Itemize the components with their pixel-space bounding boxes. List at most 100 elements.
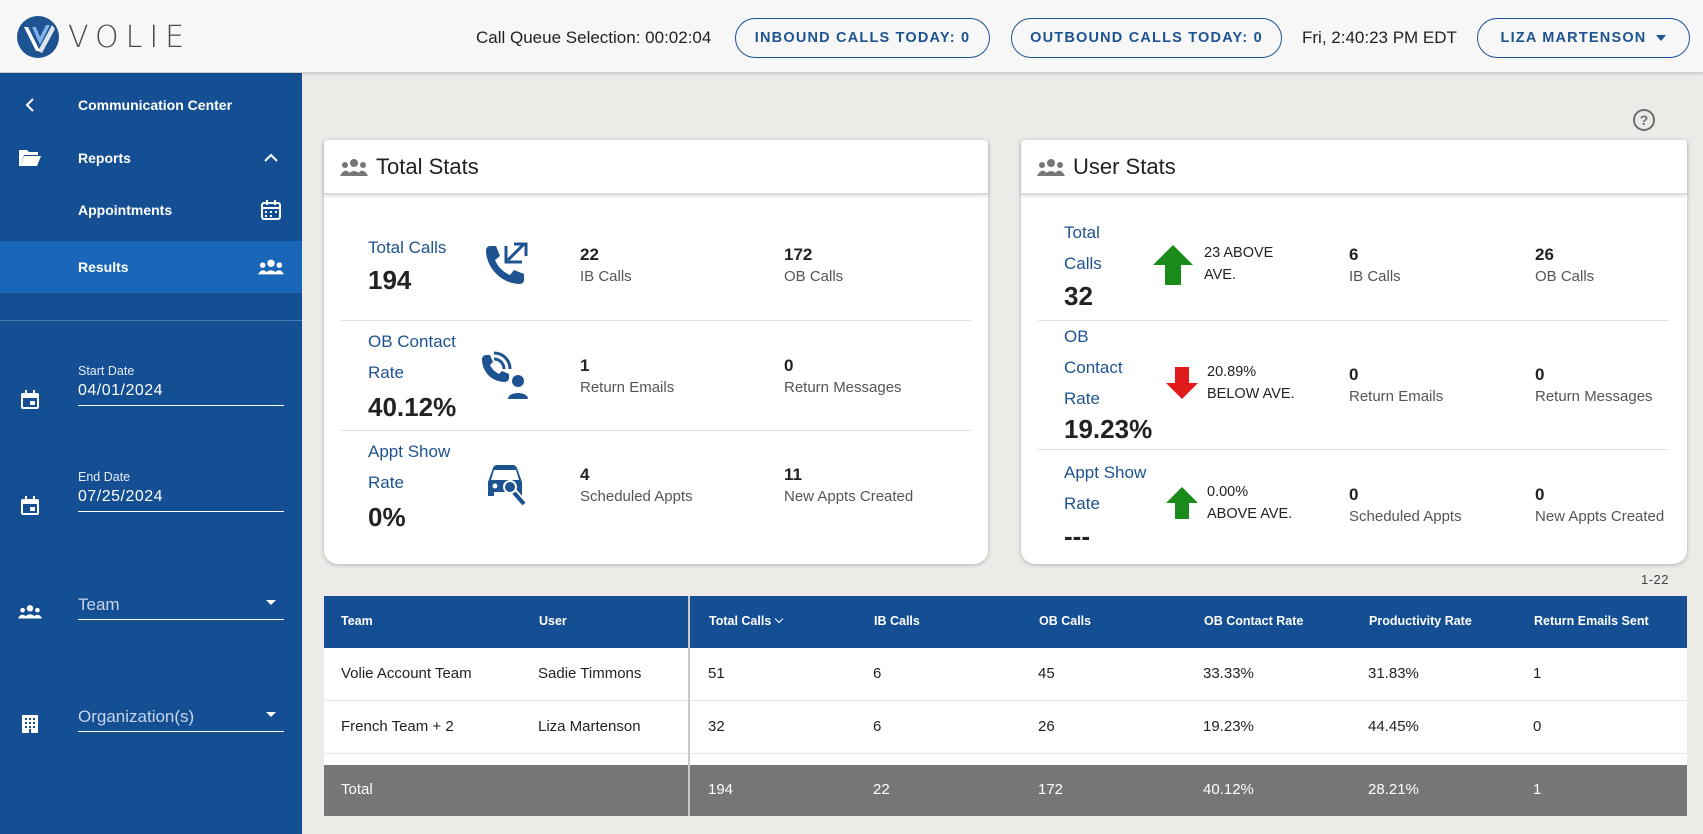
trend-value: 0.00% xyxy=(1207,484,1249,500)
outbound-calls-button[interactable]: OUTBOUND CALLS TODAY: 0 xyxy=(1011,18,1282,58)
total-ob-contact-rate: 40.12% xyxy=(1203,781,1254,798)
cell-productivity-rate: 44.45% xyxy=(1368,718,1419,735)
cell-ob-calls: 26 xyxy=(1038,718,1055,735)
start-date-value[interactable]: 04/01/2024 xyxy=(78,382,164,399)
sidebar-item-results[interactable]: Results xyxy=(0,241,302,293)
return-messages-label: Return Messages xyxy=(1535,388,1653,405)
ib-calls-count: 6 xyxy=(1349,245,1359,264)
team-select[interactable]: Team xyxy=(78,595,284,620)
help-icon[interactable]: ? xyxy=(1633,109,1655,131)
stat-label: OB xyxy=(1064,327,1089,346)
current-time: Fri, 2:40:23 PM EDT xyxy=(1302,28,1457,47)
total-stats-card: Total Stats Total Calls 194 22 IB Calls … xyxy=(324,140,988,564)
cell-ob-contact-rate: 19.23% xyxy=(1203,718,1254,735)
ob-calls-label: OB Calls xyxy=(784,268,844,285)
table-total-row: Total 194 22 172 40.12% 28.21% 1 xyxy=(324,765,1687,816)
folder-open-icon xyxy=(18,146,42,170)
return-emails-label: Return Emails xyxy=(1349,388,1444,405)
sidebar-item-appointments[interactable]: Appointments xyxy=(0,193,302,227)
card-header: Total Stats xyxy=(324,140,988,194)
cell-return-emails-sent: 1 xyxy=(1533,665,1542,682)
column-header-user[interactable]: User xyxy=(539,614,567,628)
cell-ib-calls: 6 xyxy=(873,718,882,735)
column-header-productivity-rate[interactable]: Productivity Rate xyxy=(1369,614,1472,628)
stat-value: --- xyxy=(1064,521,1090,551)
return-messages-label: Return Messages xyxy=(784,379,902,396)
new-appts-count: 11 xyxy=(784,465,802,484)
sidebar-item-reports[interactable]: Reports xyxy=(0,141,302,175)
scheduled-appts-count: 4 xyxy=(580,465,590,484)
end-date-field[interactable]: End Date 07/25/2024 xyxy=(78,470,284,512)
arrow-up-icon xyxy=(1153,245,1193,285)
trend-value: 23 ABOVE xyxy=(1204,245,1274,261)
end-date-value[interactable]: 07/25/2024 xyxy=(78,488,164,505)
trend-text: ABOVE AVE. xyxy=(1207,506,1293,522)
calendar-icon[interactable] xyxy=(18,494,42,518)
stat-value: 0% xyxy=(368,502,406,532)
column-header-ib-calls[interactable]: IB Calls xyxy=(874,614,920,628)
scheduled-appts-count: 0 xyxy=(1349,485,1359,504)
arrow-up-icon xyxy=(1166,487,1198,519)
card-title: User Stats xyxy=(1073,153,1176,179)
new-appts-label: New Appts Created xyxy=(784,488,914,505)
table-row[interactable]: French Team + 2 Liza Martenson 32 6 26 1… xyxy=(324,701,1687,754)
dropdown-arrow-icon xyxy=(266,712,276,717)
column-header-team[interactable]: Team xyxy=(341,614,373,628)
cell-total-calls: 32 xyxy=(708,718,725,735)
group-icon xyxy=(1037,158,1065,176)
stat-label: Rate xyxy=(368,473,404,492)
column-header-ob-calls[interactable]: OB Calls xyxy=(1039,614,1092,628)
pagination-range: 1-22 xyxy=(1641,572,1670,587)
call-queue-timer: Call Queue Selection: 00:02:04 xyxy=(476,28,712,47)
sidebar-item-label: Communication Center xyxy=(78,97,233,113)
cell-ob-calls: 45 xyxy=(1038,665,1055,682)
column-header-ob-contact-rate[interactable]: OB Contact Rate xyxy=(1204,614,1304,628)
trend-text: BELOW AVE. xyxy=(1207,386,1295,402)
volie-logo-mark-icon xyxy=(17,16,59,58)
end-date-label: End Date xyxy=(78,470,131,484)
table-header: Team User Total Calls IB Calls OB Calls … xyxy=(324,596,1687,648)
end-date-calendar-icon-wrap xyxy=(0,491,302,521)
cell-ob-contact-rate: 33.33% xyxy=(1203,665,1254,682)
scheduled-appts-label: Scheduled Appts xyxy=(580,488,693,505)
sidebar-item-label: Results xyxy=(78,259,129,275)
return-emails-count: 0 xyxy=(1349,365,1359,384)
new-appts-count: 0 xyxy=(1535,485,1545,504)
sidebar-item-communication-center[interactable]: Communication Center xyxy=(0,89,302,121)
calendar-icon[interactable] xyxy=(18,388,42,412)
cell-return-emails-sent: 0 xyxy=(1533,718,1542,735)
stat-label: Rate xyxy=(1064,389,1100,408)
start-date-calendar-icon-wrap xyxy=(0,385,302,415)
total-productivity-rate: 28.21% xyxy=(1368,781,1419,798)
user-menu-button[interactable]: LIZA MARTENSON xyxy=(1477,18,1690,58)
stat-value: 194 xyxy=(368,265,412,295)
car-service-icon xyxy=(488,465,527,507)
stat-value: 32 xyxy=(1064,281,1093,311)
user-stats-card: User Stats Total Calls 32 23 ABOVE AVE. … xyxy=(1021,140,1687,564)
chevron-down-icon xyxy=(1656,35,1667,41)
stat-value: 19.23% xyxy=(1064,414,1153,444)
stat-label: Total Calls xyxy=(368,238,447,257)
stat-label: Rate xyxy=(1064,494,1100,513)
column-header-total-calls[interactable]: Total Calls xyxy=(709,614,784,628)
column-header-label: Total Calls xyxy=(709,614,772,628)
phone-transfer-icon xyxy=(486,242,528,284)
arrow-down-icon xyxy=(1166,367,1198,399)
total-label: Total xyxy=(341,781,373,798)
cell-user: Sadie Timmons xyxy=(538,665,642,682)
organization-select[interactable]: Organization(s) xyxy=(78,707,284,732)
start-date-label: Start Date xyxy=(78,364,135,378)
inbound-calls-button[interactable]: INBOUND CALLS TODAY: 0 xyxy=(735,18,990,58)
brand-name: VOLIE xyxy=(68,19,192,55)
start-date-field[interactable]: Start Date 04/01/2024 xyxy=(78,364,284,406)
chevron-up-icon xyxy=(258,145,284,171)
volie-logo[interactable]: VOLIE xyxy=(16,15,191,59)
ib-calls-count: 22 xyxy=(580,245,599,264)
new-appts-label: New Appts Created xyxy=(1535,508,1665,525)
column-header-return-emails-sent[interactable]: Return Emails Sent xyxy=(1534,614,1649,628)
return-messages-count: 0 xyxy=(784,356,794,375)
total-ib-calls: 22 xyxy=(873,781,890,798)
cell-ib-calls: 6 xyxy=(873,665,882,682)
table-row[interactable]: Volie Account Team Sadie Timmons 51 6 45… xyxy=(324,648,1687,701)
row-divider xyxy=(1038,320,1668,321)
